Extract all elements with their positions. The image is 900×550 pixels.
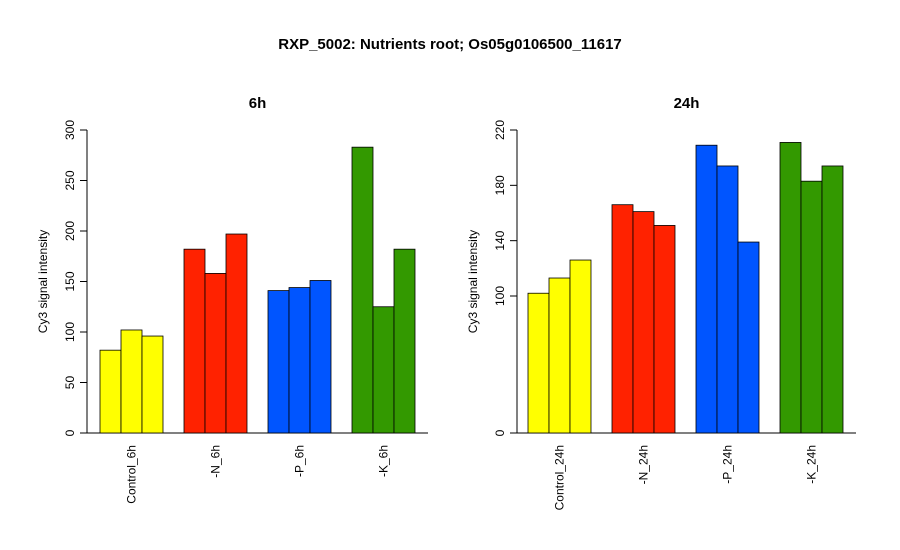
panel-2-bar — [527, 292, 550, 434]
panel-2-y-tick-label: 100 — [493, 286, 507, 306]
panel-2-y-tick-label: 0 — [493, 429, 507, 436]
panel-1-bar — [99, 349, 122, 434]
panel-1-category-label: Control_6h — [125, 445, 139, 504]
panel-1-category-label: -K_6h — [377, 445, 391, 477]
panel-1-bar — [141, 335, 164, 434]
panel-1-bar — [351, 146, 374, 434]
panel-1-y-tick-label: 50 — [63, 376, 77, 390]
panel-1-bar — [393, 248, 416, 434]
panel-2-bar — [632, 211, 655, 434]
panel-1-bar — [309, 280, 332, 434]
figure-title: RXP_5002: Nutrients root; Os05g0106500_1… — [278, 36, 622, 53]
panel-2-bar — [611, 204, 634, 434]
panel-2-bar — [821, 165, 844, 434]
panel-2-y-label: Cy3 signal intensity — [466, 230, 480, 333]
panel-1-y-tick-label: 100 — [63, 322, 77, 342]
panel-1-y-tick-label: 300 — [63, 120, 77, 140]
panel-2-category-label: -N_24h — [637, 445, 651, 484]
panel-1-y-tick-label: 150 — [63, 271, 77, 291]
panel-2-bar — [800, 180, 823, 434]
panel-1-y-tick-label: 250 — [63, 170, 77, 190]
panel-1-category-label: -N_6h — [209, 445, 223, 478]
panel-1-y-tick-label: 200 — [63, 221, 77, 241]
panel-1-y-tick-label: 0 — [63, 429, 77, 436]
panel-1-bar — [183, 248, 206, 434]
panel-1-bar — [225, 233, 248, 434]
panel-1-category-label: -P_6h — [293, 445, 307, 477]
panel-1-bar — [288, 287, 311, 434]
panel-2-y-tick-label: 220 — [493, 120, 507, 140]
panel-1-bar — [204, 273, 227, 434]
panel-1-bar — [372, 306, 395, 434]
panel-2-category-label: -K_24h — [805, 445, 819, 484]
panel-2-bar — [695, 144, 718, 434]
panel-2-category-label: -P_24h — [721, 445, 735, 484]
panel-2-bar — [548, 277, 571, 434]
panel-1-y-label: Cy3 signal intensity — [36, 230, 50, 333]
panel-1-bar — [120, 329, 143, 434]
panel-2-bar — [569, 259, 592, 434]
panel-2-y-tick-label: 180 — [493, 175, 507, 195]
panel-2-y-tick-label: 140 — [493, 230, 507, 250]
panel-2-bar — [737, 241, 760, 434]
panel-1-title: 6h — [249, 95, 267, 112]
panel-2-bar — [779, 142, 802, 434]
panel-2-title: 24h — [674, 95, 700, 112]
panel-1-bar — [267, 290, 290, 434]
panel-2-bar — [653, 225, 676, 434]
panel-2-bar — [716, 165, 739, 434]
panel-2-category-label: Control_24h — [553, 445, 567, 510]
